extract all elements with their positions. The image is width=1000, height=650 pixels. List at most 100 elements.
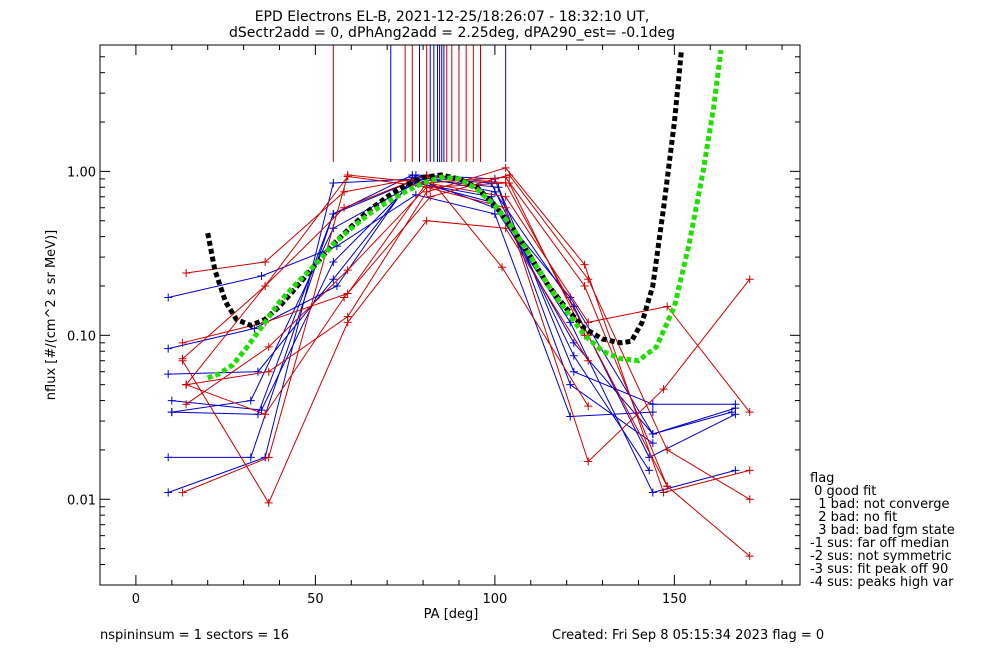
series-14-point-5 <box>584 402 593 411</box>
series-14-point-4 <box>498 263 507 272</box>
footer-left: nspininsum = 1 sectors = 16 <box>100 628 289 643</box>
x-tick-label-3: 150 <box>662 592 687 607</box>
series-12-line <box>186 175 586 336</box>
series-0-line <box>168 178 736 494</box>
x-axis: 0 50 100 150 <box>132 45 783 607</box>
data-series <box>164 163 754 561</box>
series-0-point-7 <box>731 466 740 475</box>
series-13-line <box>182 220 589 504</box>
series-4-point-5 <box>566 380 575 389</box>
series-16-point-3 <box>426 183 435 192</box>
series-3-point-2 <box>329 258 338 267</box>
series-11-point-7 <box>745 408 754 417</box>
series-6-line <box>168 194 653 418</box>
series-14-point-2 <box>340 203 349 212</box>
legend-title: flag <box>810 471 834 486</box>
series-1-point-1 <box>246 453 255 462</box>
series-15-point-0 <box>182 400 191 409</box>
series-9-point-6 <box>663 445 672 454</box>
series-10-point-6 <box>659 488 668 497</box>
series-6-point-1 <box>257 272 266 281</box>
series-16-point-6 <box>663 482 672 491</box>
series-5-point-6 <box>645 466 654 475</box>
series-6-point-5 <box>566 412 575 421</box>
series-8-point-7 <box>745 552 754 561</box>
series-1-point-0 <box>164 453 173 462</box>
series-7-point-0 <box>167 408 176 417</box>
x-tick-label-1: 50 <box>307 592 324 607</box>
series-9-point-7 <box>745 495 754 504</box>
series-12-point-0 <box>182 268 191 277</box>
series-16-point-4 <box>501 178 510 187</box>
series-0-point-2 <box>329 178 338 187</box>
series-10-line <box>186 167 750 494</box>
series-2-point-1 <box>246 396 255 405</box>
series-8-point-0 <box>178 488 187 497</box>
legend-item-7: -4 sus: peaks high var <box>810 575 954 590</box>
x-tick-label-2: 100 <box>482 592 507 607</box>
series-13-point-3 <box>422 216 431 225</box>
series-0-point-6 <box>648 488 657 497</box>
series-15-point-4 <box>501 203 510 212</box>
series-4-point-0 <box>164 370 173 379</box>
footer-right: Created: Fri Sep 8 05:15:34 2023 flag = … <box>552 628 824 643</box>
series-9-point-3 <box>426 192 435 201</box>
series-7-point-2 <box>329 209 338 218</box>
series-4-line <box>168 174 654 444</box>
series-1-line <box>168 174 736 459</box>
series-13-point-2 <box>343 318 352 327</box>
series-3-point-6 <box>648 400 657 409</box>
y-tick-label-2: 1.00 <box>67 165 96 180</box>
series-11-point-5 <box>584 318 593 327</box>
y-axis-label: nflux [#/(cm^2 s sr MeV)] <box>44 230 59 400</box>
series-7-point-7 <box>727 408 736 417</box>
series-0-point-0 <box>164 488 173 497</box>
series-8-point-1 <box>264 453 273 462</box>
legend-item-3: 3 bad: bad fgm state <box>810 523 955 538</box>
series-7-point-6 <box>648 430 657 439</box>
series-9-point-1 <box>261 410 270 419</box>
series-15-point-1 <box>264 342 273 351</box>
series-2-line <box>171 182 736 435</box>
series-12-point-1 <box>261 258 270 267</box>
legend-item-0: 0 good fit <box>810 484 876 499</box>
series-15-line <box>185 186 751 463</box>
series-8-point-5 <box>580 281 589 290</box>
series-4-point-6 <box>648 439 657 448</box>
series-5-point-2 <box>332 281 341 290</box>
series-11-point-4 <box>501 192 510 201</box>
chart-subtitle: dSectr2add = 0, dPhAng2add = 2.25deg, dP… <box>229 25 675 41</box>
series-15-point-6 <box>659 385 668 394</box>
y-tick-label-0: 0.01 <box>67 493 96 508</box>
series-13-point-1 <box>264 498 273 507</box>
series-4-point-1 <box>253 367 262 376</box>
legend-item-2: 2 bad: no fit <box>810 510 897 525</box>
series-10-point-1 <box>264 367 273 376</box>
legend-item-1: 1 bad: not converge <box>810 497 949 512</box>
series-10-point-4 <box>501 163 510 172</box>
legend-item-4: -1 sus: far off median <box>810 536 949 551</box>
series-15-point-7 <box>745 275 754 284</box>
series-12-point-2 <box>340 187 349 196</box>
y-axis: 0.01 0.10 1.00 <box>67 56 800 586</box>
series-3-point-5 <box>569 367 578 376</box>
series-13-point-5 <box>584 356 593 365</box>
series-16-point-1 <box>261 281 270 290</box>
series-15-point-5 <box>584 457 593 466</box>
series-10-point-7 <box>745 466 754 475</box>
legend: flag 0 good fit 1 bad: not converge 2 ba… <box>810 471 955 590</box>
series-14-line <box>185 174 589 407</box>
series-10-point-5 <box>580 260 589 269</box>
series-3-point-0 <box>167 396 176 405</box>
series-6-point-4 <box>490 209 499 218</box>
series-6-point-0 <box>164 293 173 302</box>
legend-item-6: -3 sus: fit peak off 90 <box>810 562 948 577</box>
series-5-point-1 <box>250 324 259 333</box>
series-7-line <box>171 180 732 435</box>
series-15-point-2 <box>343 266 352 275</box>
series-4-point-2 <box>329 275 338 284</box>
series-13-point-4 <box>501 224 510 233</box>
legend-item-5: -2 sus: not symmetric <box>810 549 952 564</box>
y-tick-label-1: 0.10 <box>67 329 96 344</box>
